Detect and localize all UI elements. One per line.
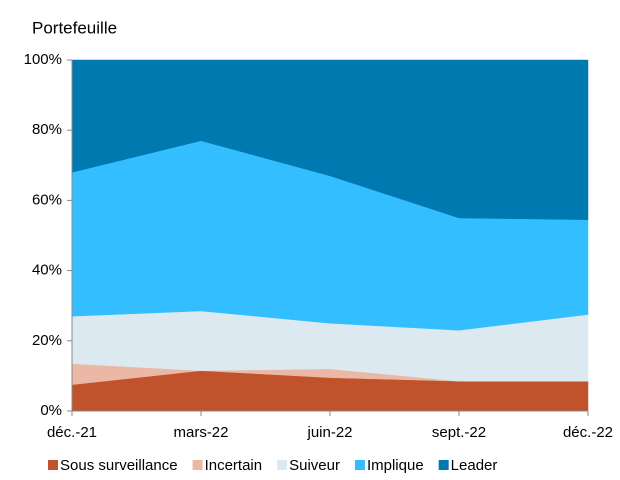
legend-label: Sous surveillance — [60, 457, 178, 474]
y-tick-label: 20% — [32, 332, 62, 349]
y-tick-label: 60% — [32, 191, 62, 208]
legend-swatch — [192, 460, 203, 470]
chart-title: Portefeuille — [32, 18, 117, 37]
y-tick-label: 0% — [40, 402, 62, 419]
legend-label: Suiveur — [289, 457, 340, 474]
x-tick-label: sept.-22 — [432, 424, 486, 441]
y-tick-label: 40% — [32, 262, 62, 279]
legend-label: Incertain — [205, 457, 263, 474]
legend-swatch — [438, 460, 449, 470]
legend-swatch — [277, 460, 288, 470]
x-tick-label: déc.-22 — [563, 424, 613, 441]
legend-swatch — [48, 460, 58, 470]
legend-swatch — [354, 460, 365, 470]
x-tick-label: juin-22 — [306, 424, 352, 441]
x-tick-label: mars-22 — [173, 424, 228, 441]
y-tick-label: 80% — [32, 121, 62, 138]
legend-label: Leader — [451, 457, 498, 474]
x-tick-label: déc.-21 — [47, 424, 97, 441]
y-tick-label: 100% — [24, 51, 62, 68]
area — [71, 59, 589, 220]
legend-label: Implique — [367, 457, 424, 474]
